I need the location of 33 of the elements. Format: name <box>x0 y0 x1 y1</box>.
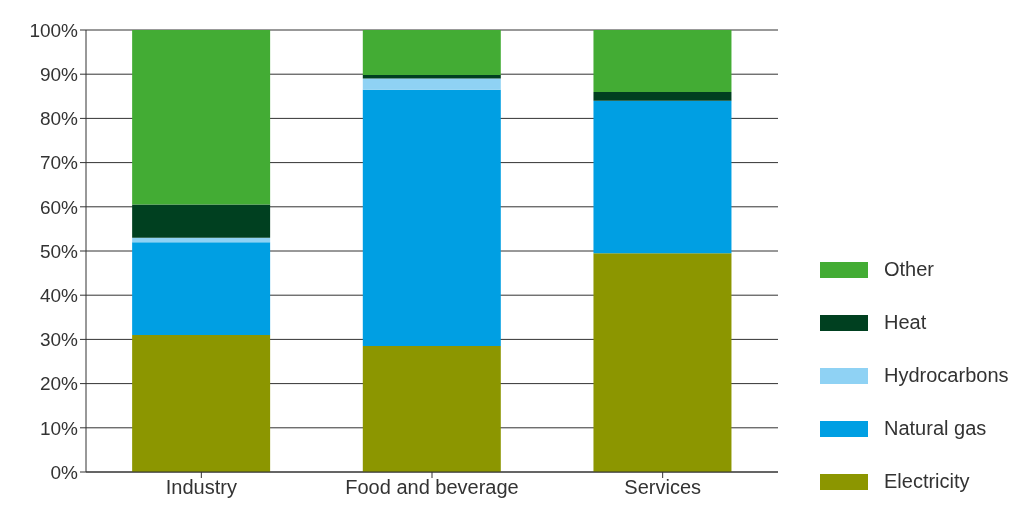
legend-label: Electricity <box>884 470 970 493</box>
x-tick-label: Food and beverage <box>345 476 519 499</box>
bar <box>132 242 271 335</box>
y-tick-label: 70% <box>39 152 79 174</box>
bar <box>362 75 501 79</box>
bar <box>362 30 501 76</box>
y-tick-label: 100% <box>29 19 79 41</box>
bar <box>132 237 271 243</box>
legend-label: Other <box>884 258 935 281</box>
bar <box>593 100 732 254</box>
bar <box>362 89 501 347</box>
bar <box>593 253 732 472</box>
y-tick-label: 60% <box>39 196 79 218</box>
y-tick-label: 30% <box>39 329 79 351</box>
x-tick-label: Industry <box>165 476 237 499</box>
legend-label: Natural gas <box>884 417 987 440</box>
y-tick-label: 20% <box>39 373 79 395</box>
bar <box>132 204 271 238</box>
y-tick-label: 0% <box>50 461 79 483</box>
bar <box>132 30 271 205</box>
y-tick-label: 40% <box>39 284 79 306</box>
y-tick-label: 10% <box>39 417 79 439</box>
bar <box>593 30 732 92</box>
bar <box>593 91 732 101</box>
bar <box>132 334 271 472</box>
legend-label: Hydrocarbons <box>884 364 1009 387</box>
bar <box>362 346 501 472</box>
y-tick-label: 80% <box>39 108 79 130</box>
y-tick-label: 50% <box>39 240 79 262</box>
bar <box>362 78 501 90</box>
legend-label: Heat <box>884 311 927 334</box>
y-tick-label: 90% <box>39 63 79 85</box>
x-tick-label: Services <box>624 476 702 499</box>
